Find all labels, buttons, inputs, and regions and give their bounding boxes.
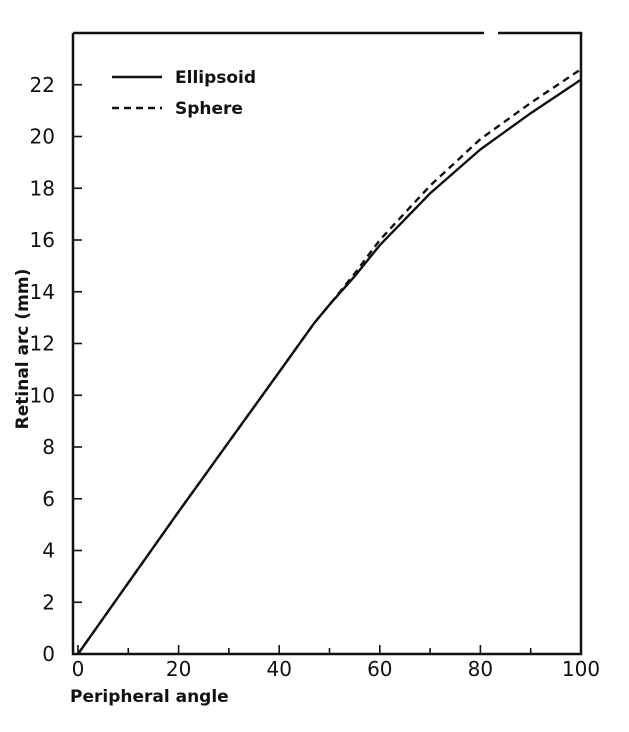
series-line-sphere: [77, 68, 582, 655]
y-axis-title: Retinal arc (mm): [13, 269, 33, 430]
y-tick-label: 12: [30, 332, 55, 356]
y-ticks: 0 2 4 6 8 10 12 14 16 18 20 22: [30, 73, 82, 666]
y-tick-label: 20: [30, 125, 55, 149]
y-tick-label: 8: [42, 435, 55, 459]
x-tick-label: 80: [468, 657, 493, 681]
x-tick-label: 60: [367, 657, 392, 681]
series-line-ellipsoid: [77, 78, 582, 655]
legend: Ellipsoid Sphere: [112, 68, 256, 119]
x-axis-title: Peripheral angle: [70, 687, 229, 707]
y-tick-label: 2: [42, 590, 55, 614]
x-tick-label: 100: [562, 657, 600, 681]
y-tick-label: 18: [30, 176, 55, 200]
y-tick-label: 10: [30, 383, 55, 407]
x-ticks: 0 20 40 60 80 100: [72, 645, 600, 681]
y-tick-label: 4: [42, 539, 55, 563]
x-tick-label: 0: [72, 657, 85, 681]
x-tick-label: 20: [166, 657, 191, 681]
legend-label-sphere: Sphere: [175, 99, 243, 119]
axes: [71, 31, 583, 656]
y-tick-label: 14: [30, 280, 55, 304]
y-tick-label: 6: [42, 487, 55, 511]
series-group: [77, 68, 582, 655]
x-tick-label: 40: [266, 657, 291, 681]
plot-frame: [71, 31, 583, 656]
y-tick-label: 16: [30, 228, 55, 252]
y-tick-label: 22: [30, 73, 55, 97]
y-tick-label: 0: [42, 642, 55, 666]
legend-label-ellipsoid: Ellipsoid: [175, 68, 256, 88]
